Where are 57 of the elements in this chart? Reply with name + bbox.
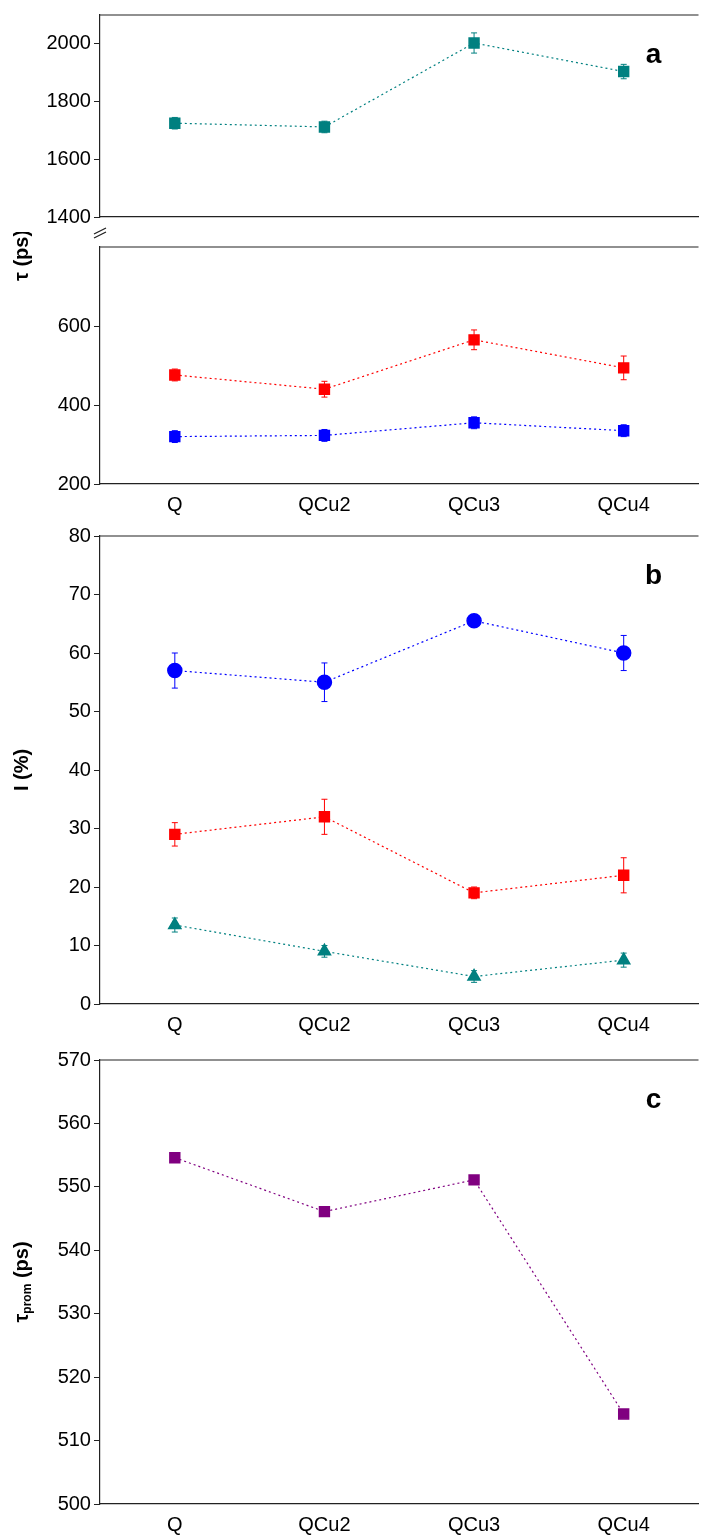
- y-tick-label: 500: [57, 1491, 91, 1514]
- x-tick-label: Q: [167, 1012, 183, 1035]
- point: [318, 811, 331, 823]
- y-tick-label: 400: [57, 392, 91, 415]
- point: [617, 362, 630, 374]
- y-tick-label: 0: [79, 991, 91, 1014]
- point: [617, 869, 630, 881]
- y-tick-label: 520: [57, 1364, 91, 1387]
- annotation: a: [645, 38, 662, 69]
- x-tick-label: QCu4: [597, 492, 650, 515]
- x-tick-label: QCu2: [298, 1512, 351, 1535]
- y-axis-title: τprom (ps): [9, 1241, 35, 1323]
- y-tick-label: 60: [68, 640, 91, 663]
- point: [169, 1151, 181, 1164]
- y-tick-label: 1400: [46, 204, 91, 227]
- y-tick-label: 560: [57, 1110, 91, 1133]
- x-tick-label: QCu2: [298, 492, 351, 515]
- point: [466, 613, 482, 629]
- y-tick-label: 70: [68, 582, 91, 605]
- y-axis-title: I (%): [9, 748, 32, 792]
- x-tick-label: QCu4: [597, 1512, 650, 1535]
- point: [615, 645, 632, 661]
- y-tick-label: 40: [68, 757, 91, 780]
- y-tick-label: 1600: [46, 146, 91, 169]
- point: [468, 1174, 480, 1186]
- point: [468, 37, 480, 49]
- y-tick-label: 50: [68, 699, 91, 722]
- y-tick-label: 1800: [46, 89, 91, 112]
- point: [317, 943, 332, 956]
- y-tick-label: 600: [57, 313, 91, 336]
- y-tick-label: 530: [57, 1301, 91, 1324]
- x-tick-label: Q: [167, 1512, 183, 1535]
- x-tick-label: QCu3: [447, 492, 501, 515]
- annotation: c: [645, 1083, 662, 1114]
- y-tick-label: 2000: [46, 31, 91, 54]
- x-tick-label: QCu3: [447, 1512, 501, 1535]
- point: [167, 662, 183, 679]
- x-tick-label: QCu3: [447, 1012, 501, 1035]
- point: [617, 1408, 630, 1420]
- y-tick-label: 570: [57, 1047, 91, 1070]
- y-tick-label: 550: [57, 1174, 91, 1197]
- point: [468, 334, 480, 346]
- point: [318, 1205, 331, 1218]
- y-tick-label: 510: [57, 1428, 91, 1451]
- point: [316, 674, 333, 690]
- y-tick-label: 10: [68, 933, 91, 956]
- y-tick-label: 30: [68, 816, 91, 839]
- point: [169, 828, 181, 841]
- x-tick-label: QCu4: [597, 1012, 650, 1035]
- annotation: b: [644, 559, 663, 590]
- y-tick-label: 80: [68, 523, 91, 546]
- x-tick-label: Q: [167, 492, 183, 515]
- y-tick-label: 200: [57, 471, 91, 494]
- point: [616, 952, 631, 965]
- y-tick-label: 540: [57, 1237, 91, 1260]
- y-tick-label: 20: [68, 874, 91, 897]
- x-tick-label: QCu2: [298, 1012, 351, 1035]
